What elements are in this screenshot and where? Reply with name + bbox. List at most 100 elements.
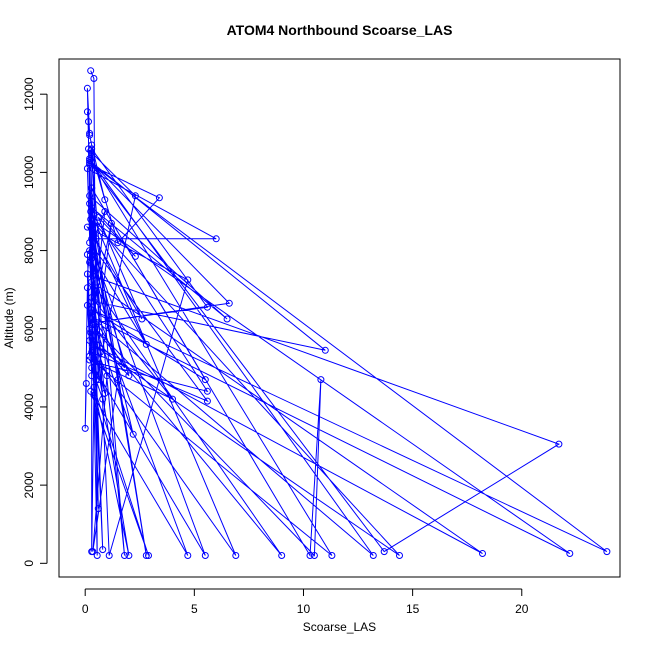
- data-point: [86, 356, 94, 364]
- data-point: [88, 321, 96, 329]
- data-point: [125, 552, 133, 559]
- data-point: [86, 129, 94, 137]
- data-point: [87, 67, 95, 75]
- data-point: [92, 376, 100, 384]
- data-point: [90, 231, 98, 239]
- x-axis-label: Scoarse_LAS: [303, 620, 376, 634]
- data-point: [145, 552, 152, 559]
- data-point: [93, 552, 101, 559]
- data-point: [86, 239, 94, 247]
- x-axis: 0 5 10 15 20: [82, 588, 529, 616]
- data-point: [99, 395, 107, 403]
- data-point: [232, 552, 240, 559]
- data-point: [86, 131, 94, 139]
- data-point: [86, 155, 94, 163]
- data-point: [101, 196, 109, 204]
- data-point: [86, 258, 94, 266]
- data-point: [85, 145, 92, 153]
- y-tick-label: 10000: [22, 155, 36, 189]
- data-point: [83, 284, 91, 292]
- y-tick-label: 12000: [22, 77, 36, 111]
- data-point: [555, 440, 563, 448]
- data-point: [103, 372, 111, 380]
- data-point: [97, 348, 104, 356]
- data-point: [83, 251, 91, 258]
- data-point: [131, 252, 139, 260]
- data-point: [86, 192, 94, 200]
- data-point: [83, 301, 91, 309]
- data-point: [90, 75, 98, 82]
- data-point: [88, 372, 96, 380]
- data-point: [88, 548, 96, 556]
- y-tick-label: 0: [22, 560, 36, 567]
- data-point: [92, 235, 100, 243]
- x-tick-label: 5: [191, 602, 198, 616]
- plot-area-border: [58, 58, 621, 578]
- data-point: [101, 208, 109, 215]
- data-point: [203, 387, 211, 395]
- data-point: [86, 337, 94, 344]
- data-point: [121, 364, 128, 372]
- data-point: [310, 552, 318, 559]
- data-point: [223, 315, 231, 323]
- data-point: [88, 364, 96, 372]
- data-point: [88, 278, 96, 286]
- data-point: [184, 276, 192, 284]
- data-point: [201, 552, 209, 559]
- data-point: [90, 383, 98, 391]
- data-point: [86, 352, 94, 360]
- data-point: [85, 118, 92, 126]
- data-point: [99, 546, 107, 554]
- y-axis: 0 2000 4000 6000 8000 10000 12000: [22, 77, 48, 567]
- data-point: [380, 548, 388, 556]
- data-point: [94, 505, 102, 513]
- data-point: [114, 239, 122, 247]
- data-point: [88, 204, 96, 212]
- data-point: [86, 200, 94, 208]
- data-point: [125, 372, 133, 380]
- data-point: [212, 235, 220, 243]
- x-tick-label: 15: [406, 602, 420, 616]
- data-point: [88, 348, 96, 356]
- data-point: [88, 294, 96, 301]
- data-point: [278, 552, 286, 559]
- data-point: [88, 184, 96, 192]
- data-point: [131, 192, 139, 200]
- data-point: [142, 552, 150, 559]
- data-point: [86, 247, 94, 255]
- data-point: [90, 211, 98, 219]
- data-point: [94, 213, 102, 221]
- data-point: [317, 376, 325, 384]
- data-point: [566, 550, 574, 557]
- data-point: [169, 395, 176, 403]
- data-point: [155, 194, 163, 202]
- data-point: [88, 235, 96, 243]
- data-point: [479, 550, 486, 557]
- y-axis-label: Altitude (m): [2, 287, 16, 348]
- data-point: [138, 315, 146, 323]
- data-point: [105, 552, 113, 559]
- data-point: [201, 376, 209, 384]
- data-point: [184, 552, 192, 559]
- x-tick-label: 20: [515, 602, 529, 616]
- data-point: [603, 548, 611, 556]
- x-tick-label: 0: [82, 602, 89, 616]
- data-point: [369, 552, 377, 559]
- data-point: [88, 254, 96, 262]
- data-point: [396, 552, 403, 559]
- chart-title: ATOM4 Northbound Scoarse_LAS: [227, 22, 453, 38]
- data-point: [94, 376, 102, 384]
- data-point: [86, 157, 94, 165]
- data-point: [82, 380, 90, 387]
- data-point: [203, 397, 211, 405]
- data-point: [83, 270, 91, 278]
- data-point: [142, 340, 150, 348]
- data-series: [81, 67, 611, 559]
- data-point: [87, 329, 95, 337]
- data-point: [328, 552, 336, 559]
- y-tick-label: 2000: [22, 471, 36, 498]
- data-point: [101, 389, 109, 397]
- series-line: [84, 70, 608, 558]
- data-point: [129, 430, 137, 438]
